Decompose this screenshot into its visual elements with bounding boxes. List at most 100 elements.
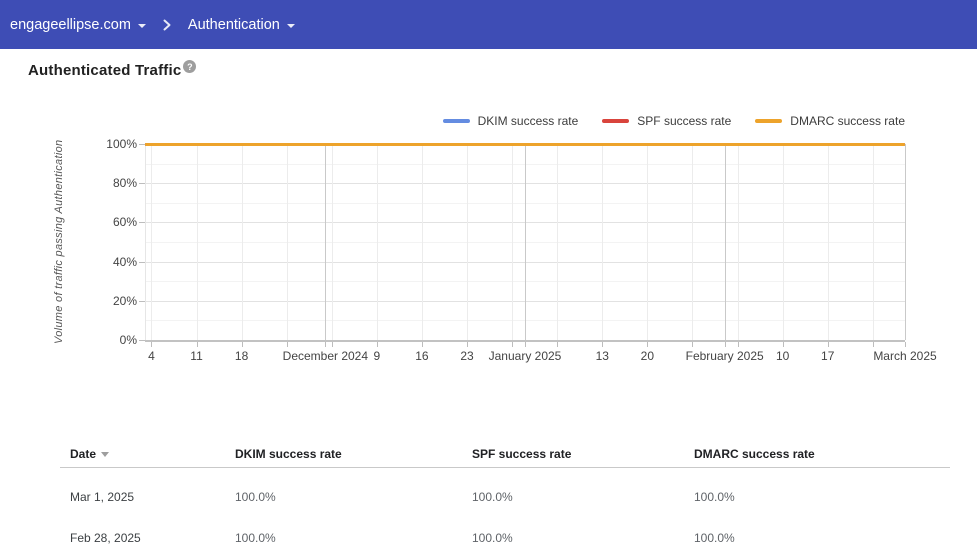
page-title: Authenticated Traffic xyxy=(28,62,182,79)
help-icon[interactable]: ? xyxy=(183,60,197,73)
x-axis-label: 20 xyxy=(640,349,655,363)
x-axis-tick xyxy=(872,342,874,347)
legend-label: DKIM success rate xyxy=(477,114,579,128)
gridline-vertical-week xyxy=(151,144,153,340)
x-axis-label: 17 xyxy=(821,349,835,363)
legend-swatch-spf-icon xyxy=(602,119,630,123)
x-axis-label: 23 xyxy=(460,349,474,363)
column-header-label: SPF success rate xyxy=(472,446,572,461)
x-axis-tick xyxy=(557,342,559,347)
x-axis-tick xyxy=(647,342,649,347)
x-axis-label: 18 xyxy=(234,349,249,363)
x-axis-label: January 2025 xyxy=(488,349,562,363)
x-axis-tick xyxy=(512,342,514,347)
cell-value: 100.0% xyxy=(235,489,276,504)
gridline-vertical-month xyxy=(724,144,726,340)
x-axis-label: 13 xyxy=(595,349,609,363)
column-header-label: DKIM success rate xyxy=(235,446,342,461)
x-axis-tick xyxy=(827,342,829,347)
x-axis-label: 4 xyxy=(148,349,155,363)
table-header-row: Date DKIM success rate SPF success rate DMA… xyxy=(60,440,950,468)
x-axis-tick xyxy=(467,342,468,347)
x-axis-tick xyxy=(286,342,288,347)
legend-label: DMARC success rate xyxy=(790,114,905,128)
x-axis-labels: 4 11 18 December 2024 9 16 23 January 2025 13 20 F… xyxy=(145,349,937,364)
domain-selector-label: engageellipse.com xyxy=(10,16,131,33)
x-axis-label: 11 xyxy=(190,349,203,363)
x-axis-tick xyxy=(196,342,198,347)
cell-value: 100.0% xyxy=(694,530,735,545)
x-axis-tick xyxy=(737,342,739,347)
authentication-table: Date DKIM success rate SPF success rate DMA… xyxy=(60,440,950,558)
cell-date: Mar 1, 2025 xyxy=(70,489,135,504)
domain-selector[interactable]: engageellipse.com xyxy=(10,17,146,33)
breadcrumb-chevron-icon xyxy=(161,18,173,32)
column-header-label: DMARC success rate xyxy=(694,446,815,461)
y-axis-label: 80% xyxy=(112,176,137,191)
column-header-date[interactable]: Date xyxy=(60,447,235,461)
x-axis-tick xyxy=(151,342,153,347)
column-header-spf: SPF success rate xyxy=(472,447,694,461)
x-axis-tick xyxy=(241,342,243,347)
x-axis-tick xyxy=(905,342,906,347)
cell-date: Feb 28, 2025 xyxy=(70,530,141,545)
y-axis-tick xyxy=(139,300,145,302)
x-axis-tick xyxy=(376,342,378,347)
dropdown-caret-icon xyxy=(286,23,295,28)
legend-item-dmarc: DMARC success rate xyxy=(755,114,905,128)
sort-descending-icon xyxy=(101,451,110,457)
section-selector[interactable]: Authentication xyxy=(188,17,295,33)
legend-item-spf: SPF success rate xyxy=(602,114,731,128)
x-axis-tick xyxy=(602,342,604,347)
y-axis-ticks xyxy=(139,144,145,341)
gridline-vertical-week xyxy=(331,144,333,340)
x-axis-tick xyxy=(325,342,327,347)
y-axis-tick xyxy=(139,183,145,185)
legend-swatch-dmarc-icon xyxy=(755,119,783,123)
gridline-vertical-month xyxy=(905,144,906,340)
legend-label: SPF success rate xyxy=(637,114,732,128)
cell-value: 100.0% xyxy=(694,489,735,504)
y-axis-labels: 0% 20% 40% 60% 80% 100% xyxy=(60,137,137,347)
y-axis-label: 20% xyxy=(112,293,137,308)
gridline-vertical-week xyxy=(782,144,784,340)
gridline-vertical-week xyxy=(692,144,694,340)
x-axis-label: 10 xyxy=(775,349,790,363)
x-axis-tick xyxy=(525,342,526,347)
page-title-row: Authenticated Traffic ? xyxy=(28,60,197,79)
y-axis-tick xyxy=(139,222,145,224)
x-axis-label: March 2025 xyxy=(873,349,937,363)
gridline-vertical-week xyxy=(827,144,829,340)
cell-value: 100.0% xyxy=(472,530,513,545)
legend-item-dkim: DKIM success rate xyxy=(442,114,579,128)
gridline-vertical-week xyxy=(376,144,378,340)
gridline-vertical-month xyxy=(525,144,526,340)
x-axis-tick xyxy=(692,342,694,347)
gridline-vertical-week xyxy=(241,144,243,340)
gridline-vertical-week xyxy=(602,144,604,340)
table-row: Feb 28, 2025 100.0% 100.0% 100.0% xyxy=(60,517,950,558)
y-axis-tick xyxy=(139,144,145,145)
gridline-vertical-week xyxy=(647,144,649,340)
gridline-vertical-week xyxy=(557,144,559,340)
x-axis-label: December 2024 xyxy=(282,349,369,363)
dropdown-caret-icon xyxy=(137,23,146,28)
chart-legend: DKIM success rate SPF success rate DMARC s… xyxy=(145,114,905,128)
y-axis-label: 100% xyxy=(106,137,137,151)
column-header-dkim: DKIM success rate xyxy=(235,447,472,461)
gridline-vertical-week xyxy=(872,144,874,340)
y-axis-label: 0% xyxy=(119,333,137,347)
section-selector-label: Authentication xyxy=(187,16,280,33)
gridline-vertical-week xyxy=(512,144,514,340)
gridline-vertical-month xyxy=(325,144,327,340)
x-axis-tick xyxy=(782,342,784,347)
table-row: Mar 1, 2025 100.0% 100.0% 100.0% xyxy=(60,476,950,517)
gridline-vertical-week xyxy=(467,144,468,340)
column-header-label: Date xyxy=(70,446,97,461)
x-axis-label: 16 xyxy=(415,349,429,363)
x-axis-line xyxy=(145,340,905,342)
plot-left-edge xyxy=(145,144,146,340)
x-axis-label: 9 xyxy=(373,349,381,363)
gridline-vertical-week xyxy=(196,144,198,340)
x-axis-label: February 2025 xyxy=(685,349,764,363)
